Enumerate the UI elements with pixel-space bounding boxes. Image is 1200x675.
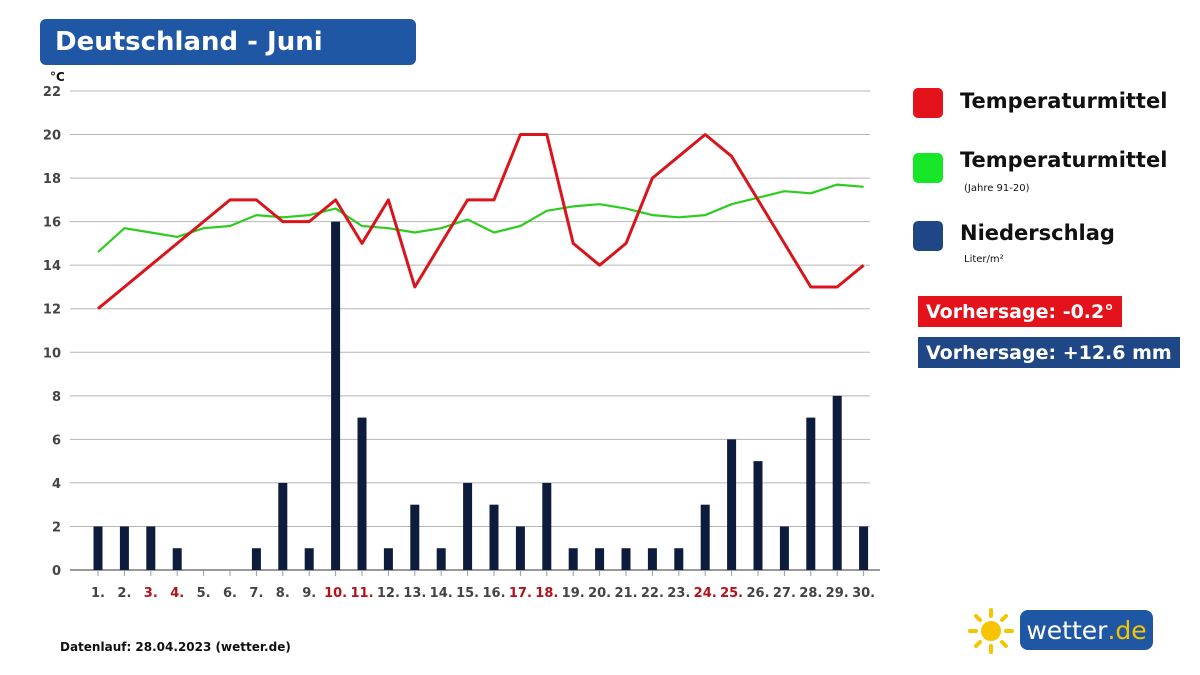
precip-bar: [727, 439, 737, 570]
x-tick-label: 11.: [350, 586, 373, 601]
data-run-note: Datenlauf: 28.04.2023 (wetter.de): [60, 640, 291, 654]
x-tick-label: 15.: [456, 586, 479, 601]
x-tick-label: 9.: [302, 586, 316, 601]
precip-bar: [93, 526, 103, 570]
x-tick-label: 3.: [144, 586, 158, 601]
logo-name: wetter: [1026, 615, 1108, 645]
precip-bar: [753, 461, 763, 570]
x-tick-label: 22.: [641, 586, 664, 601]
logo-tld: .de: [1107, 615, 1147, 645]
y-tick-label: 0: [52, 564, 61, 579]
temperature-normal-line: [97, 183, 864, 253]
chart-title: Deutschland - Juni: [40, 19, 416, 65]
x-tick-label: 10.: [324, 586, 347, 601]
precip-bar: [383, 548, 393, 570]
precip-bar: [568, 548, 578, 570]
x-tick-label: 14.: [430, 586, 453, 601]
precip-bar: [278, 482, 288, 570]
y-axis-unit: °C: [50, 70, 65, 84]
x-tick-label: 20.: [588, 586, 611, 601]
temperature-line: [97, 133, 865, 310]
x-tick-label: 19.: [562, 586, 585, 601]
forecast-temperature-badge: Vorhersage: -0.2°: [918, 296, 1122, 327]
precip-bar: [410, 504, 420, 570]
precip-bar: [595, 548, 605, 570]
x-tick-label: 6.: [223, 586, 237, 601]
precip-bar: [436, 548, 446, 570]
y-tick-label: 2: [52, 520, 61, 535]
precip-bar: [542, 482, 552, 570]
x-tick-label: 24.: [694, 586, 717, 601]
x-tick-label: 26.: [746, 586, 769, 601]
legend-sub-precipitation: Liter/m²: [964, 254, 1004, 265]
legend-swatch-temperature: [913, 88, 943, 118]
x-tick-label: 1.: [91, 586, 105, 601]
x-tick-label: 2.: [117, 586, 131, 601]
legend-swatch-temperature-normal: [913, 153, 943, 183]
x-tick-label: 16.: [482, 586, 505, 601]
logo-wordmark: wetter .de: [1020, 610, 1153, 650]
x-tick-label: 4.: [170, 586, 184, 601]
y-tick-label: 10: [43, 346, 61, 361]
precip-bar: [515, 526, 525, 570]
precip-bar: [489, 504, 499, 570]
precip-bar: [832, 395, 842, 570]
precip-bar: [647, 548, 657, 570]
precip-bar: [621, 548, 631, 570]
legend-label-temperature-normal: Temperaturmittel: [960, 148, 1168, 172]
precip-bar: [357, 417, 367, 570]
precip-bar: [463, 482, 473, 570]
x-tick-label: 28.: [799, 586, 822, 601]
precip-bar: [119, 526, 129, 570]
forecast-precipitation-badge: Vorhersage: +12.6 mm: [918, 337, 1180, 368]
y-tick-label: 12: [43, 303, 61, 318]
x-tick-label: 13.: [403, 586, 426, 601]
x-tick-label: 8.: [276, 586, 290, 601]
legend-sub-temperature-normal: (Jahre 91-20): [964, 183, 1030, 194]
y-tick-label: 20: [43, 129, 61, 144]
precip-bar: [674, 548, 684, 570]
y-tick-label: 16: [43, 216, 61, 231]
legend-label-precipitation: Niederschlag: [960, 221, 1115, 245]
precip-bar: [859, 526, 869, 570]
wetter-de-logo: wetter .de: [965, 606, 1155, 656]
y-tick-label: 22: [43, 85, 61, 100]
precip-bar: [806, 417, 816, 570]
y-tick-label: 14: [43, 259, 61, 274]
x-tick-label: 18.: [535, 586, 558, 601]
y-tick-label: 6: [52, 433, 61, 448]
x-tick-label: 7.: [249, 586, 263, 601]
precip-bar: [304, 548, 314, 570]
precip-bar: [331, 221, 341, 571]
x-tick-label: 21.: [614, 586, 637, 601]
y-tick-label: 18: [43, 172, 61, 187]
legend-label-temperature: Temperaturmittel: [960, 89, 1168, 113]
precip-bar: [146, 526, 156, 570]
x-tick-label: 5.: [197, 586, 211, 601]
x-tick-label: 27.: [773, 586, 796, 601]
x-tick-label: 17.: [509, 586, 532, 601]
x-tick-label: 23.: [667, 586, 690, 601]
precip-bar: [700, 504, 710, 570]
sun-icon: [968, 608, 1014, 654]
x-tick-label: 29.: [826, 586, 849, 601]
x-tick-label: 12.: [377, 586, 400, 601]
x-tick-label: 25.: [720, 586, 743, 601]
precip-bar: [251, 548, 261, 570]
precip-bar: [172, 548, 182, 570]
y-tick-label: 8: [52, 390, 61, 405]
precip-bar: [779, 526, 789, 570]
x-tick-label: 30.: [852, 586, 875, 601]
y-tick-label: 4: [52, 477, 61, 492]
legend-swatch-precipitation: [913, 221, 943, 251]
